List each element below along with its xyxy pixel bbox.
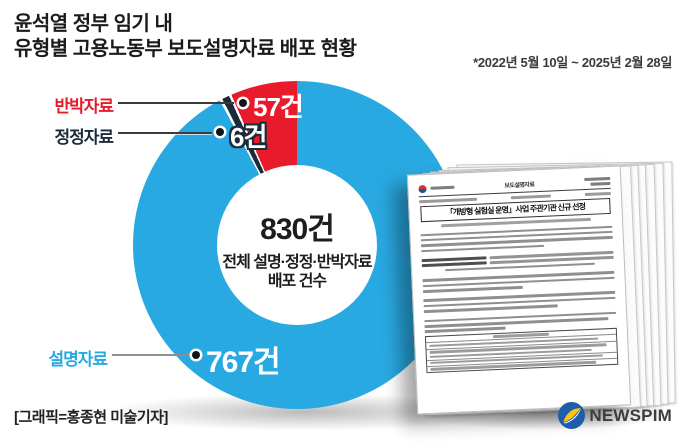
page-title-line2: 유형별 고용노동부 보도설명자료 배포 현황 bbox=[14, 38, 357, 60]
value-explanation: 767건 bbox=[206, 346, 281, 379]
leader-dot-correction bbox=[216, 128, 224, 136]
value-correction: 6건 bbox=[230, 122, 267, 152]
newspim-logo-icon bbox=[558, 402, 586, 429]
leader-line-rebuttal bbox=[118, 102, 234, 104]
press-release-top-page: 보도설명자료 「개방형 실험실 운영」사업 주관기관 신규 선정 bbox=[406, 165, 632, 415]
newspim-logo: NEWSPIM bbox=[558, 402, 672, 429]
doc-header-right bbox=[584, 176, 611, 186]
donut-center-label: 830건 전체 설명·정정·반박자료 배포 건수 bbox=[182, 204, 412, 291]
doc-body bbox=[420, 225, 617, 334]
donut-hole bbox=[217, 165, 377, 325]
leader-line-correction bbox=[118, 132, 212, 134]
newspim-logo-text: NEWSPIM bbox=[589, 405, 672, 425]
press-release-stack: 보도설명자료 「개방형 실험실 운영」사업 주관기관 신규 선정 bbox=[406, 161, 680, 418]
page-title: 윤석열 정부 임기 내 유형별 고용노동부 보도설명자료 배포 현황 bbox=[14, 12, 357, 62]
label-explanation: 설명자료 bbox=[48, 350, 108, 369]
leader-dot-rebuttal bbox=[239, 99, 247, 107]
value-rebuttal: 57건 bbox=[253, 92, 304, 122]
page-title-line1: 윤석열 정부 임기 내 bbox=[14, 13, 173, 35]
graphic-credit: [그래픽=홍종현 미술기자] bbox=[14, 409, 168, 426]
leader-dot-explanation bbox=[192, 351, 200, 359]
label-correction: 정정자료 bbox=[54, 128, 114, 147]
total-description: 전체 설명·정정·반박자료 배포 건수 bbox=[222, 254, 372, 290]
doc-header-ministry bbox=[430, 185, 455, 190]
label-rebuttal: 반박자료 bbox=[54, 97, 114, 116]
total-count: 830건 bbox=[260, 213, 335, 246]
doc-table bbox=[424, 327, 619, 374]
gov-emblem-icon bbox=[418, 184, 427, 193]
leader-line-explanation bbox=[112, 354, 190, 356]
date-range-note: *2022년 5월 10일 ~ 2025년 2월 28일 bbox=[473, 55, 672, 70]
